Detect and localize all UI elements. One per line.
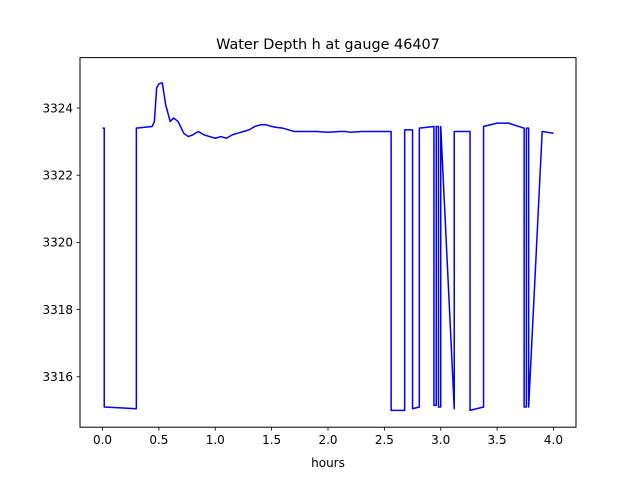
y-tick-label: 3322 bbox=[42, 169, 73, 183]
y-tick-label: 3316 bbox=[42, 370, 73, 384]
x-axis-label: hours bbox=[311, 456, 345, 470]
y-tick-label: 3324 bbox=[42, 101, 73, 115]
y-tick-label: 3320 bbox=[42, 236, 73, 250]
x-tick-label: 1.0 bbox=[206, 433, 225, 447]
x-tick-label: 0.0 bbox=[93, 433, 112, 447]
x-tick-label: 1.5 bbox=[262, 433, 281, 447]
x-tick-label: 3.5 bbox=[488, 433, 507, 447]
x-tick-label: 4.0 bbox=[544, 433, 563, 447]
x-tick-label: 3.0 bbox=[431, 433, 450, 447]
series-line-0 bbox=[102, 82, 554, 412]
x-tick-label: 2.5 bbox=[375, 433, 394, 447]
y-tick-label: 3318 bbox=[42, 303, 73, 317]
x-tick-label: 2.0 bbox=[318, 433, 337, 447]
plot-area bbox=[102, 82, 554, 412]
x-tick-label: 0.5 bbox=[149, 433, 168, 447]
x-axis: 0.0 0.5 1.0 1.5 2.0 2.5 3.0 3.5 4.0 bbox=[93, 427, 563, 447]
y-axis: 3316 3318 3320 3322 3324 bbox=[42, 101, 80, 384]
chart-title: Water Depth h at gauge 46407 bbox=[216, 37, 440, 53]
